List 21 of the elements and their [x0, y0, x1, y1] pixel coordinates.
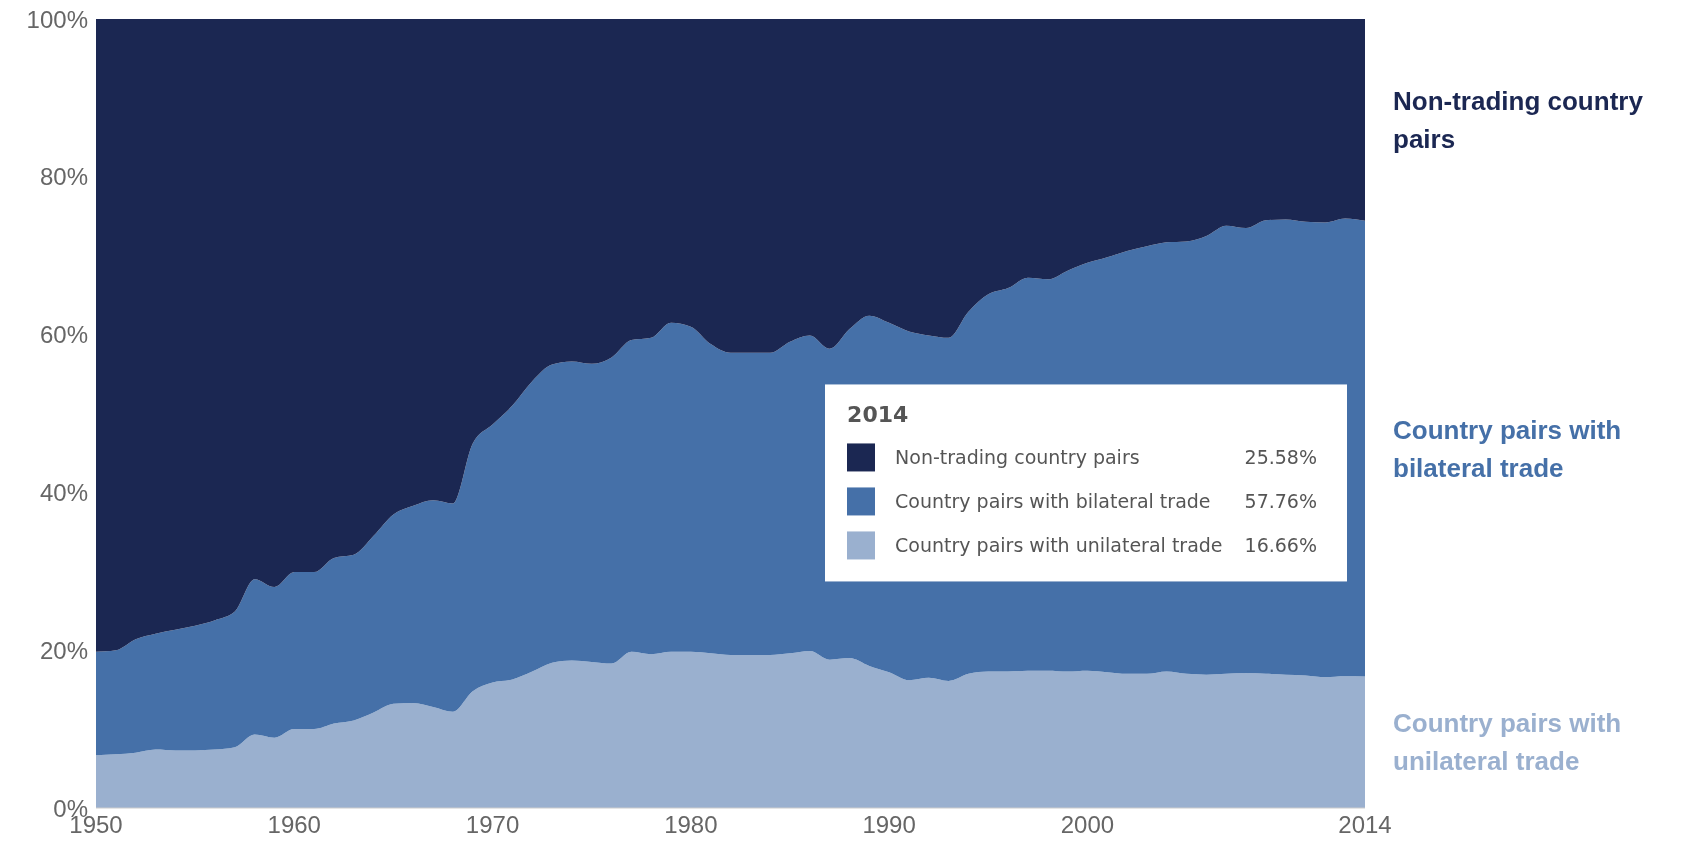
- x-tick-label: 1980: [664, 811, 718, 839]
- x-tick-label: 2014: [1338, 811, 1392, 839]
- y-tick-label: 20%: [39, 636, 88, 664]
- x-tick-label: 1970: [465, 811, 520, 839]
- x-tick-label: 2000: [1060, 811, 1115, 839]
- y-tick-label: 80%: [39, 163, 88, 191]
- x-tick-label: 1960: [267, 811, 321, 839]
- legend-title: 2014: [847, 401, 910, 427]
- annotation: 57.76%: [1244, 488, 1317, 514]
- x-tick-label: 1990: [862, 811, 916, 839]
- annotation: 16.66%: [1244, 532, 1317, 558]
- annotation: 25.58%: [1244, 444, 1317, 470]
- y-tick-label: 40%: [39, 478, 88, 506]
- series-label: Non-trading country pairs: [894, 444, 1141, 470]
- y-tick-label: 100%: [26, 5, 88, 33]
- text: Country pairs with unilateral trade: [1393, 708, 1622, 777]
- series-label: Country pairs with bilateral trade: [894, 488, 1212, 514]
- legend-label: Country pairs with unilateral trade: [894, 532, 1224, 558]
- text: Country pairs with bilateral trade: [1393, 414, 1622, 483]
- text: Non-trading country pairs: [1393, 85, 1643, 154]
- y-tick-label: 60%: [39, 321, 88, 349]
